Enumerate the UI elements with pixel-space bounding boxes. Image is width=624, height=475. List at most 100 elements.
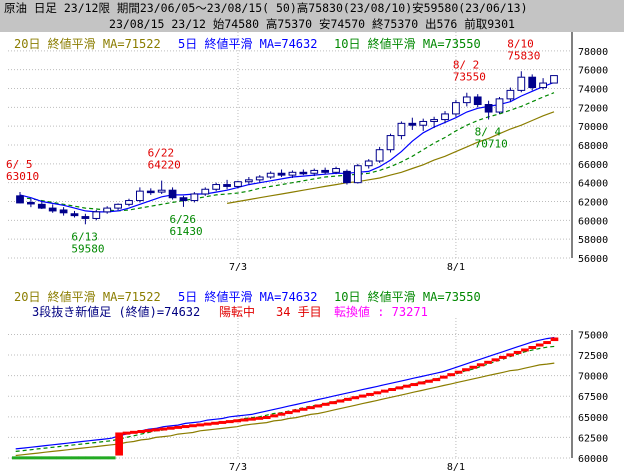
brick-up (255, 416, 264, 420)
brick-up (550, 337, 559, 342)
top-ytick-label: 58000 (578, 235, 608, 246)
candle-body (179, 197, 188, 202)
candle-body (408, 122, 417, 126)
candle-body (375, 149, 384, 162)
chart-header-title: 原油 日足 23/12限 期間23/06/05～23/08/15( 50)高75… (0, 0, 624, 16)
brick-down (78, 456, 87, 460)
price-annotation: 59580 (71, 242, 104, 255)
candle-body (266, 172, 275, 178)
price-annotation: 64220 (148, 159, 181, 172)
brick-up (380, 389, 389, 393)
bottom-ytick-label: 70000 (578, 372, 608, 383)
brick-down (63, 456, 72, 460)
brick-up (432, 378, 441, 382)
brick-up (262, 416, 271, 419)
candle-body (528, 76, 537, 89)
bottom-ma5-line (15, 336, 555, 450)
candle-body (27, 201, 35, 205)
brick-up (181, 425, 190, 429)
brick-up (351, 396, 360, 400)
candle-body (430, 119, 439, 122)
candle-body (343, 170, 351, 184)
brick-up (152, 428, 160, 432)
candle-body (234, 181, 242, 187)
brick-up (358, 394, 367, 398)
brick-up (130, 430, 138, 434)
candle-body (59, 209, 68, 214)
info-reversal-value: 転換値 : 73271 (334, 304, 428, 319)
brick-down (107, 456, 116, 460)
brick-up (462, 368, 470, 372)
brick-up (425, 379, 433, 383)
brick-up (454, 370, 463, 374)
bottom-ytick-label: 75000 (578, 330, 608, 341)
brick-up (196, 423, 205, 427)
brick-up (513, 350, 522, 354)
brick-up (521, 348, 529, 352)
bottom-ytick-label: 65000 (578, 413, 608, 424)
candle-body (473, 96, 482, 106)
top-xtick-label: 7/3 (229, 262, 247, 273)
brick-up (218, 420, 227, 424)
top-xtick-label: 8/1 (447, 262, 465, 273)
candle-body (244, 179, 253, 183)
legend-ma5-top: 5日 終値平滑 MA=74632 (178, 36, 317, 51)
top-ytick-label: 70000 (578, 122, 608, 133)
brick-up (491, 358, 500, 362)
legend-ma20-bottom: 20日 終値平滑 MA=71522 (14, 289, 161, 304)
brick-up (476, 363, 485, 367)
brick-down (56, 456, 64, 460)
candle-body (277, 172, 286, 176)
brick-up (314, 404, 323, 408)
candle-body (332, 168, 340, 173)
brick-up (447, 373, 456, 377)
brick-up (174, 425, 183, 429)
price-annotation: 6/22 (148, 147, 175, 160)
brick-down (26, 456, 35, 460)
candle-body (81, 216, 90, 219)
candle-body (16, 195, 24, 204)
bottom-chart-marks (12, 336, 559, 460)
price-annotation: 73550 (453, 71, 486, 84)
brick-up (469, 365, 478, 369)
top-ytick-label: 64000 (578, 179, 608, 190)
candle-body (201, 188, 210, 195)
legend-ma20-top: 20日 終値平滑 MA=71522 (14, 36, 161, 51)
legend-ma5-bottom: 5日 終値平滑 MA=74632 (178, 289, 317, 304)
brick-up (211, 421, 219, 425)
brick-up (528, 346, 537, 349)
brick-up (277, 412, 286, 416)
candle-body (288, 171, 297, 176)
top-ytick-label: 66000 (578, 160, 608, 171)
chart-header-ohlc: 23/08/15 23/12 始74580 高75370 安74570 終753… (0, 16, 624, 32)
price-annotation: 75830 (507, 49, 540, 62)
price-annotation: 70710 (475, 137, 508, 150)
candle-body (103, 207, 112, 213)
brick-up (395, 386, 404, 390)
legend-ma10-top: 10日 終値平滑 MA=73550 (334, 36, 481, 51)
candle-body (48, 207, 57, 212)
bottom-ytick-label: 67500 (578, 392, 608, 403)
brick-up (292, 409, 301, 413)
candle-body (146, 190, 155, 194)
brick-up (166, 426, 175, 430)
bottom-ma20-line (15, 362, 555, 457)
brick-up (122, 431, 131, 435)
price-annotation: 61430 (169, 225, 202, 238)
bottom-ma10-line (15, 345, 555, 452)
legend-ma10-bottom: 10日 終値平滑 MA=73550 (334, 289, 481, 304)
candle-body (310, 169, 319, 174)
brick-up (137, 430, 146, 433)
candle-body (539, 82, 547, 89)
price-annotation: 6/13 (71, 230, 98, 243)
candle-body (386, 135, 395, 151)
top-ytick-label: 76000 (578, 66, 608, 77)
candle-body (114, 203, 122, 209)
bottom-ytick-label: 72500 (578, 351, 608, 362)
brick-up (344, 397, 352, 401)
brick-up (248, 417, 256, 421)
candle-body (419, 120, 428, 126)
brick-up (373, 391, 382, 395)
top-ytick-label: 56000 (578, 254, 608, 265)
